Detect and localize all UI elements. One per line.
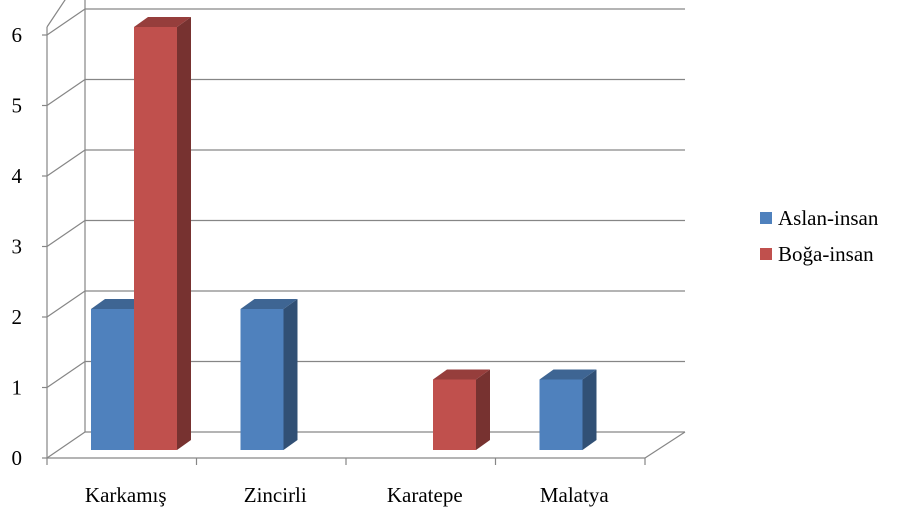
bar-front	[91, 309, 134, 450]
bar-front	[134, 27, 177, 450]
legend-swatch-aslan-insan	[760, 212, 772, 224]
gridline-side	[46, 220, 86, 247]
x-tick-labels: Karkamış Zincirli Karatepe Malatya	[85, 483, 609, 507]
bar	[539, 369, 597, 450]
gridline-side	[46, 290, 86, 318]
axes	[42, 27, 646, 465]
x-tick-label: Karatepe	[387, 483, 463, 507]
gridline-side-top	[46, 0, 66, 28]
y-tick-label: 3	[12, 235, 23, 259]
legend-item-aslan-insan: Aslan-insan	[760, 200, 878, 236]
gridline-side	[46, 8, 86, 36]
bars	[91, 17, 597, 450]
legend-item-boga-insan: Boğa-insan	[760, 236, 878, 272]
y-tick-label: 1	[12, 376, 23, 400]
bar-side	[476, 369, 490, 450]
legend: Aslan-insan Boğa-insan	[760, 200, 878, 272]
bar	[240, 299, 298, 450]
floor-edge	[644, 431, 686, 459]
gridline-side	[46, 79, 86, 106]
legend-label-boga-insan: Boğa-insan	[778, 241, 874, 266]
gridline-side	[46, 431, 86, 459]
bar-top	[91, 299, 148, 309]
y-tick-labels: 0 1 2 3 4 5 6	[12, 23, 23, 470]
bar-front	[539, 379, 583, 450]
bar-side	[582, 369, 597, 450]
bar-front	[433, 379, 476, 450]
x-tick-label: Malatya	[540, 483, 609, 507]
gridline-side	[46, 149, 86, 177]
bar-side	[177, 17, 191, 450]
bar	[134, 17, 191, 450]
bar-side	[283, 299, 298, 450]
bar-top	[134, 17, 191, 27]
bar-top	[240, 299, 298, 309]
bar-front	[240, 309, 284, 450]
gridline-side	[46, 361, 86, 388]
y-tick-label: 4	[12, 164, 23, 188]
x-tick-label: Karkamış	[85, 483, 167, 507]
legend-label-aslan-insan: Aslan-insan	[778, 205, 879, 230]
y-tick-label: 0	[12, 446, 23, 470]
bar-top	[433, 369, 490, 380]
bar	[433, 369, 490, 450]
y-tick-label: 2	[12, 305, 23, 329]
x-tick-label: Zincirli	[244, 483, 307, 507]
y-tick-label: 5	[12, 94, 23, 118]
legend-swatch-boga-insan	[760, 248, 772, 260]
y-tick-label: 6	[12, 23, 23, 47]
bar-top	[539, 369, 597, 380]
